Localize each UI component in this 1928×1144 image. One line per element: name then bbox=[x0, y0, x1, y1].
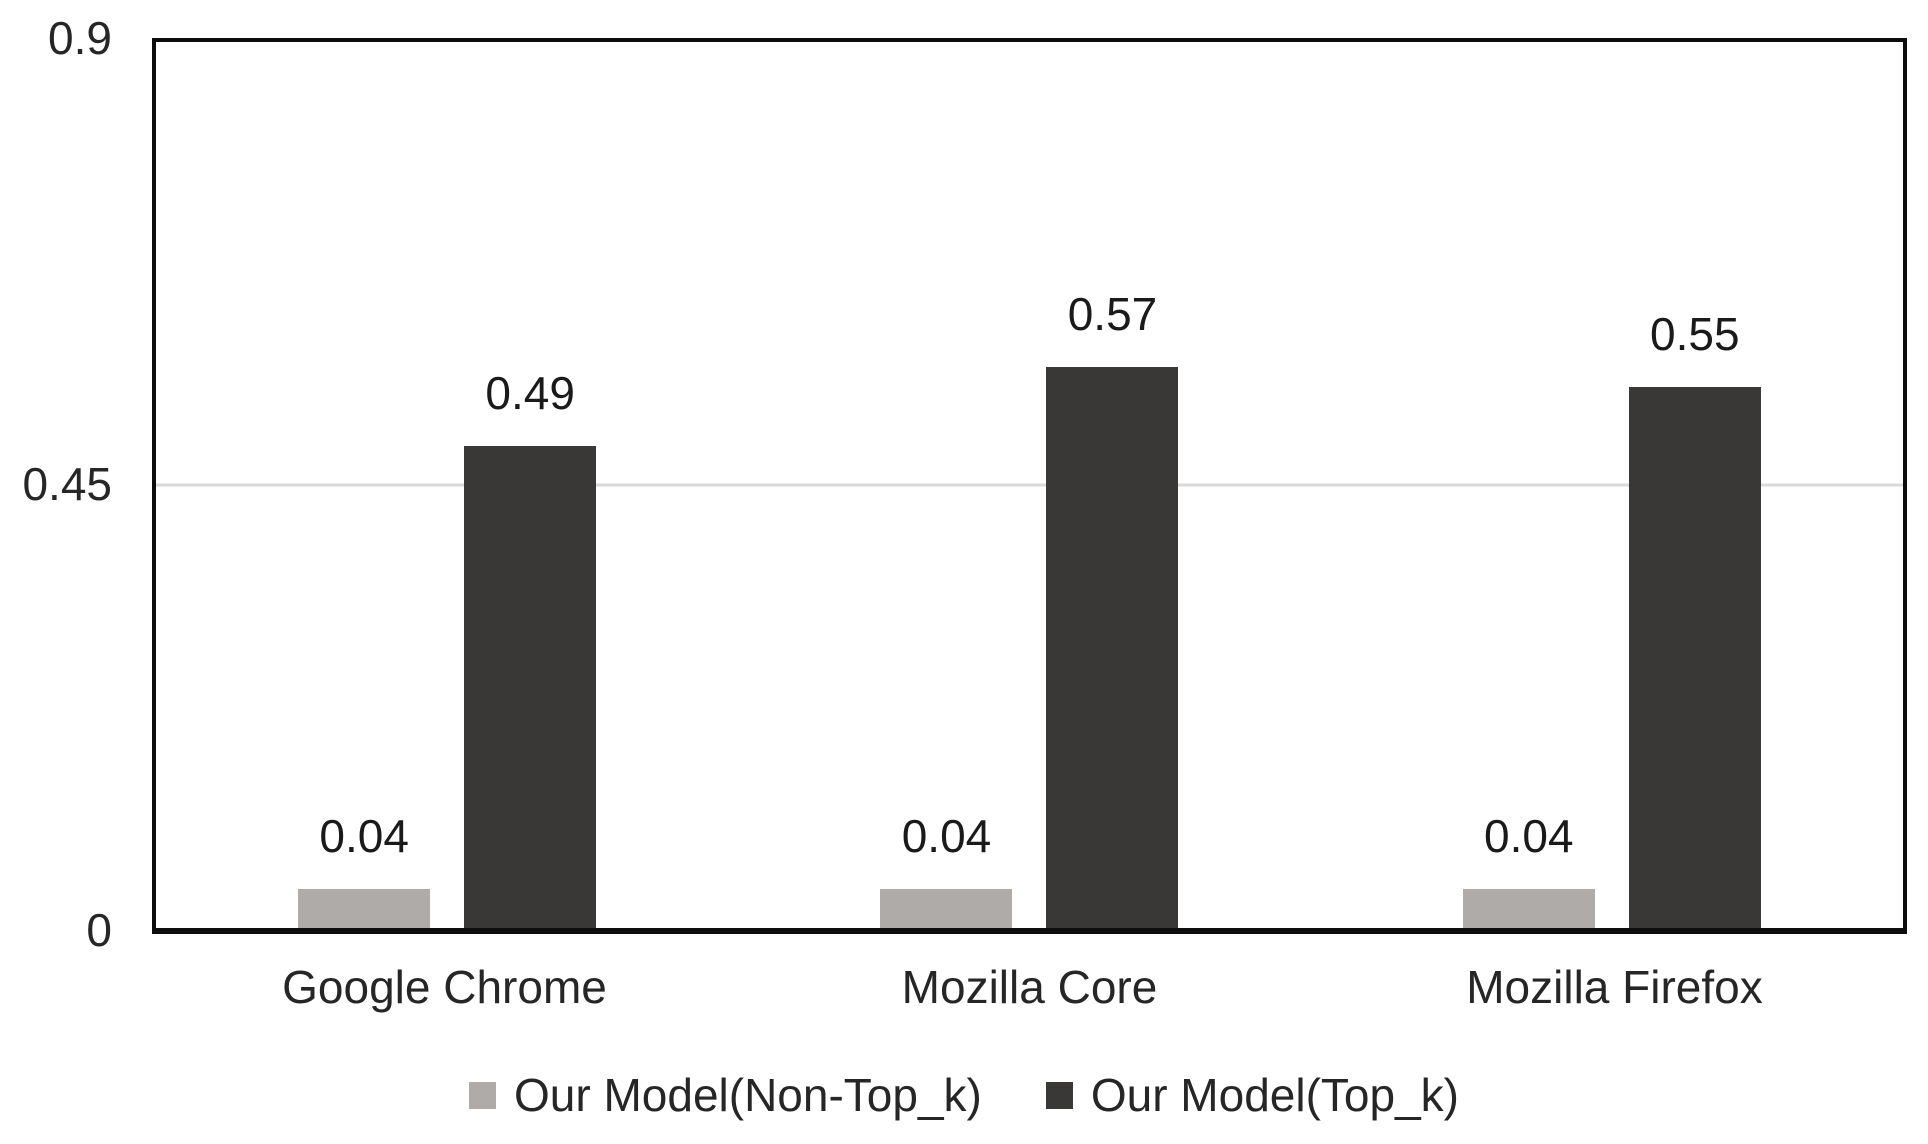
bar-our-model-top-k-mozilla-core: 0.57 bbox=[1046, 291, 1179, 928]
legend-label: Our Model(Non-Top_k) bbox=[514, 1069, 982, 1121]
bar-group-mozilla-firefox: 0.04 0.55 bbox=[1462, 42, 1761, 928]
bar-our-model-non-top-k-mozilla-core: 0.04 bbox=[880, 813, 1013, 928]
legend-swatch-icon bbox=[469, 1081, 496, 1109]
legend-label: Our Model(Top_k) bbox=[1090, 1069, 1459, 1121]
bar-our-model-non-top-k-google-chrome: 0.04 bbox=[298, 813, 431, 928]
bar-value-label: 0.55 bbox=[1650, 307, 1740, 360]
bar-value-label: 0.04 bbox=[319, 809, 409, 862]
legend-entry-our-model-non-top-k: Our Model(Non-Top_k) bbox=[469, 1072, 982, 1118]
y-tick-label: 0.9 bbox=[48, 12, 112, 64]
bar-value-label: 0.04 bbox=[901, 809, 992, 862]
bar-group-google-chrome: 0.04 0.49 bbox=[298, 42, 597, 928]
legend-swatch-icon bbox=[1045, 1081, 1073, 1109]
bar-value-label: 0.57 bbox=[1067, 287, 1158, 340]
bar-our-model-top-k-google-chrome: 0.49 bbox=[464, 370, 597, 928]
bar-our-model-top-k-mozilla-firefox: 0.55 bbox=[1628, 311, 1761, 928]
plot-area: 0.04 0.49 0.04 0.57 0.04 0.55 bbox=[152, 38, 1907, 934]
y-tick-label: 0.45 bbox=[22, 458, 112, 510]
legend: Our Model(Non-Top_k) Our Model(Top_k) bbox=[0, 1072, 1928, 1118]
y-tick-label: 0 bbox=[86, 904, 112, 956]
x-axis: Google Chrome Mozilla Core Mozilla Firefox bbox=[152, 962, 1907, 1013]
legend-entry-our-model-top-k: Our Model(Top_k) bbox=[1045, 1069, 1459, 1121]
y-axis: 0.9 0.45 0 bbox=[0, 15, 112, 953]
x-category-label-google-chrome: Google Chrome bbox=[282, 961, 607, 1013]
gridline bbox=[156, 483, 1903, 487]
bar-value-label: 0.49 bbox=[485, 366, 575, 419]
x-category-label-mozilla-core: Mozilla Core bbox=[901, 961, 1158, 1013]
bar-groups-container: 0.04 0.49 0.04 0.57 0.04 0.55 bbox=[156, 42, 1903, 928]
bar-value-label: 0.04 bbox=[1484, 809, 1574, 862]
x-category-label-mozilla-firefox: Mozilla Firefox bbox=[1466, 961, 1763, 1013]
bar-our-model-non-top-k-mozilla-firefox: 0.04 bbox=[1462, 813, 1595, 928]
bar-group-mozilla-core: 0.04 0.57 bbox=[880, 42, 1179, 928]
